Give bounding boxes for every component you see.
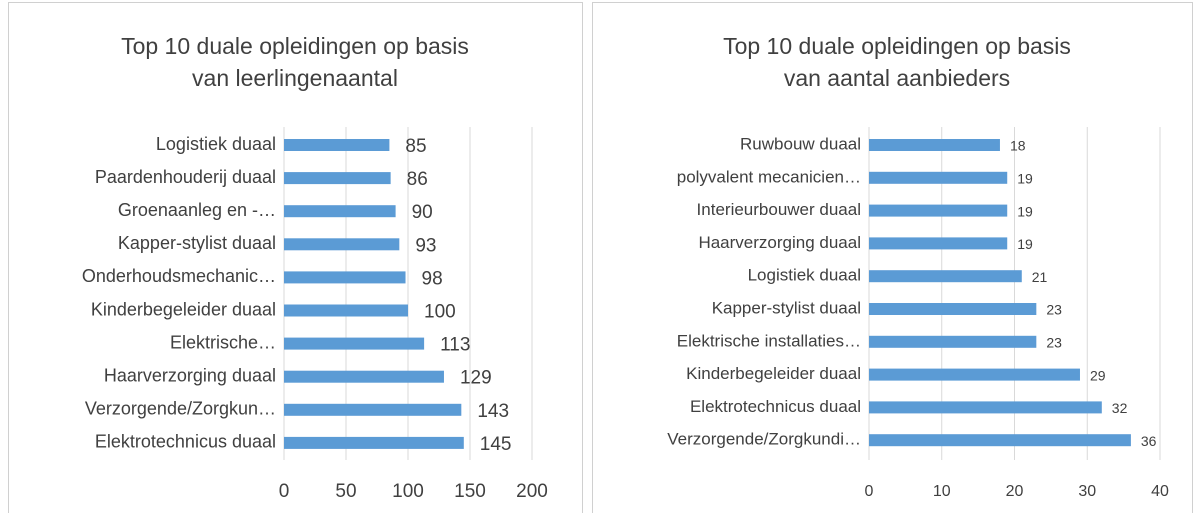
chart-frame <box>592 2 1193 513</box>
chart-title: Top 10 duale opleidingen op basis <box>723 33 1071 59</box>
y-tick-label: Logistiek duaal <box>156 134 276 154</box>
bar <box>284 172 391 185</box>
bar <box>869 434 1131 447</box>
data-label: 143 <box>477 401 509 422</box>
data-label: 23 <box>1046 335 1062 351</box>
bar <box>869 303 1037 315</box>
y-tick-label: Haarverzorging duaal <box>104 365 276 385</box>
bar <box>284 205 396 218</box>
x-tick-label: 0 <box>279 481 290 502</box>
chart-title: van leerlingenaantal <box>192 65 398 91</box>
y-tick-label: Paardenhouderij duaal <box>95 167 276 187</box>
bar <box>284 238 400 251</box>
data-label: 129 <box>460 368 492 389</box>
bar <box>869 401 1102 414</box>
x-tick-label: 50 <box>335 481 356 502</box>
y-tick-label: Kapper-stylist duaal <box>712 298 861 317</box>
bar <box>869 335 1037 348</box>
bar <box>869 204 1008 217</box>
x-tick-label: 20 <box>1006 483 1024 500</box>
y-tick-label: Haarverzorging duaal <box>698 233 861 252</box>
y-tick-label: Logistiek duaal <box>748 266 861 285</box>
data-label: 113 <box>440 335 470 356</box>
data-label: 93 <box>415 235 436 256</box>
bar <box>869 368 1080 381</box>
data-label: 100 <box>424 302 456 323</box>
bar <box>869 270 1022 283</box>
data-label: 98 <box>422 268 443 289</box>
y-tick-label: polyvalent mecanicien… <box>677 167 861 186</box>
bar <box>284 271 406 284</box>
bar <box>284 436 464 449</box>
data-label: 19 <box>1017 236 1033 252</box>
data-label: 90 <box>412 202 433 223</box>
x-tick-label: 200 <box>516 481 548 502</box>
x-tick-label: 150 <box>454 481 486 502</box>
data-label: 19 <box>1017 203 1033 219</box>
chart-title: van aantal aanbieders <box>784 65 1010 91</box>
y-tick-label: Kinderbegeleider duaal <box>91 299 276 319</box>
data-label: 32 <box>1112 400 1128 416</box>
bar <box>869 171 1008 184</box>
data-label: 36 <box>1141 433 1157 449</box>
bar <box>284 139 390 151</box>
y-tick-label: Elektrische… <box>170 332 276 352</box>
x-tick-label: 30 <box>1078 483 1096 500</box>
data-label: 23 <box>1046 302 1062 318</box>
y-tick-label: Onderhoudsmechanic… <box>82 266 276 286</box>
y-tick-label: Interieurbouwer duaal <box>697 200 861 219</box>
chart-title: Top 10 duale opleidingen op basis <box>121 33 469 59</box>
y-tick-label: Groenaanleg en -… <box>118 200 276 220</box>
data-label: 18 <box>1010 138 1026 154</box>
y-tick-label: Elektrotechnicus duaal <box>690 397 861 416</box>
data-label: 85 <box>405 136 426 157</box>
bar <box>284 370 444 383</box>
data-label: 86 <box>407 169 428 190</box>
y-tick-label: Kinderbegeleider duaal <box>686 364 861 383</box>
data-label: 29 <box>1090 367 1106 383</box>
data-label: 145 <box>480 434 512 455</box>
y-tick-label: Kapper-stylist duaal <box>118 233 276 253</box>
bar <box>284 337 425 350</box>
y-tick-label: Verzorgende/Zorgkundi… <box>667 430 861 449</box>
chart-frame <box>8 2 583 513</box>
x-tick-label: 10 <box>933 483 951 500</box>
x-tick-label: 40 <box>1151 483 1169 500</box>
bar <box>869 139 1000 151</box>
data-label: 21 <box>1032 269 1048 285</box>
x-tick-label: 0 <box>865 483 874 500</box>
y-tick-label: Elektrische installaties… <box>677 331 861 350</box>
y-tick-label: Elektrotechnicus duaal <box>95 432 276 452</box>
bar <box>284 403 462 416</box>
bar <box>869 237 1008 250</box>
bar <box>284 304 408 317</box>
y-tick-label: Verzorgende/Zorgkun… <box>85 399 276 419</box>
x-tick-label: 100 <box>392 481 424 502</box>
data-label: 19 <box>1017 171 1033 187</box>
y-tick-label: Ruwbouw duaal <box>740 134 861 153</box>
